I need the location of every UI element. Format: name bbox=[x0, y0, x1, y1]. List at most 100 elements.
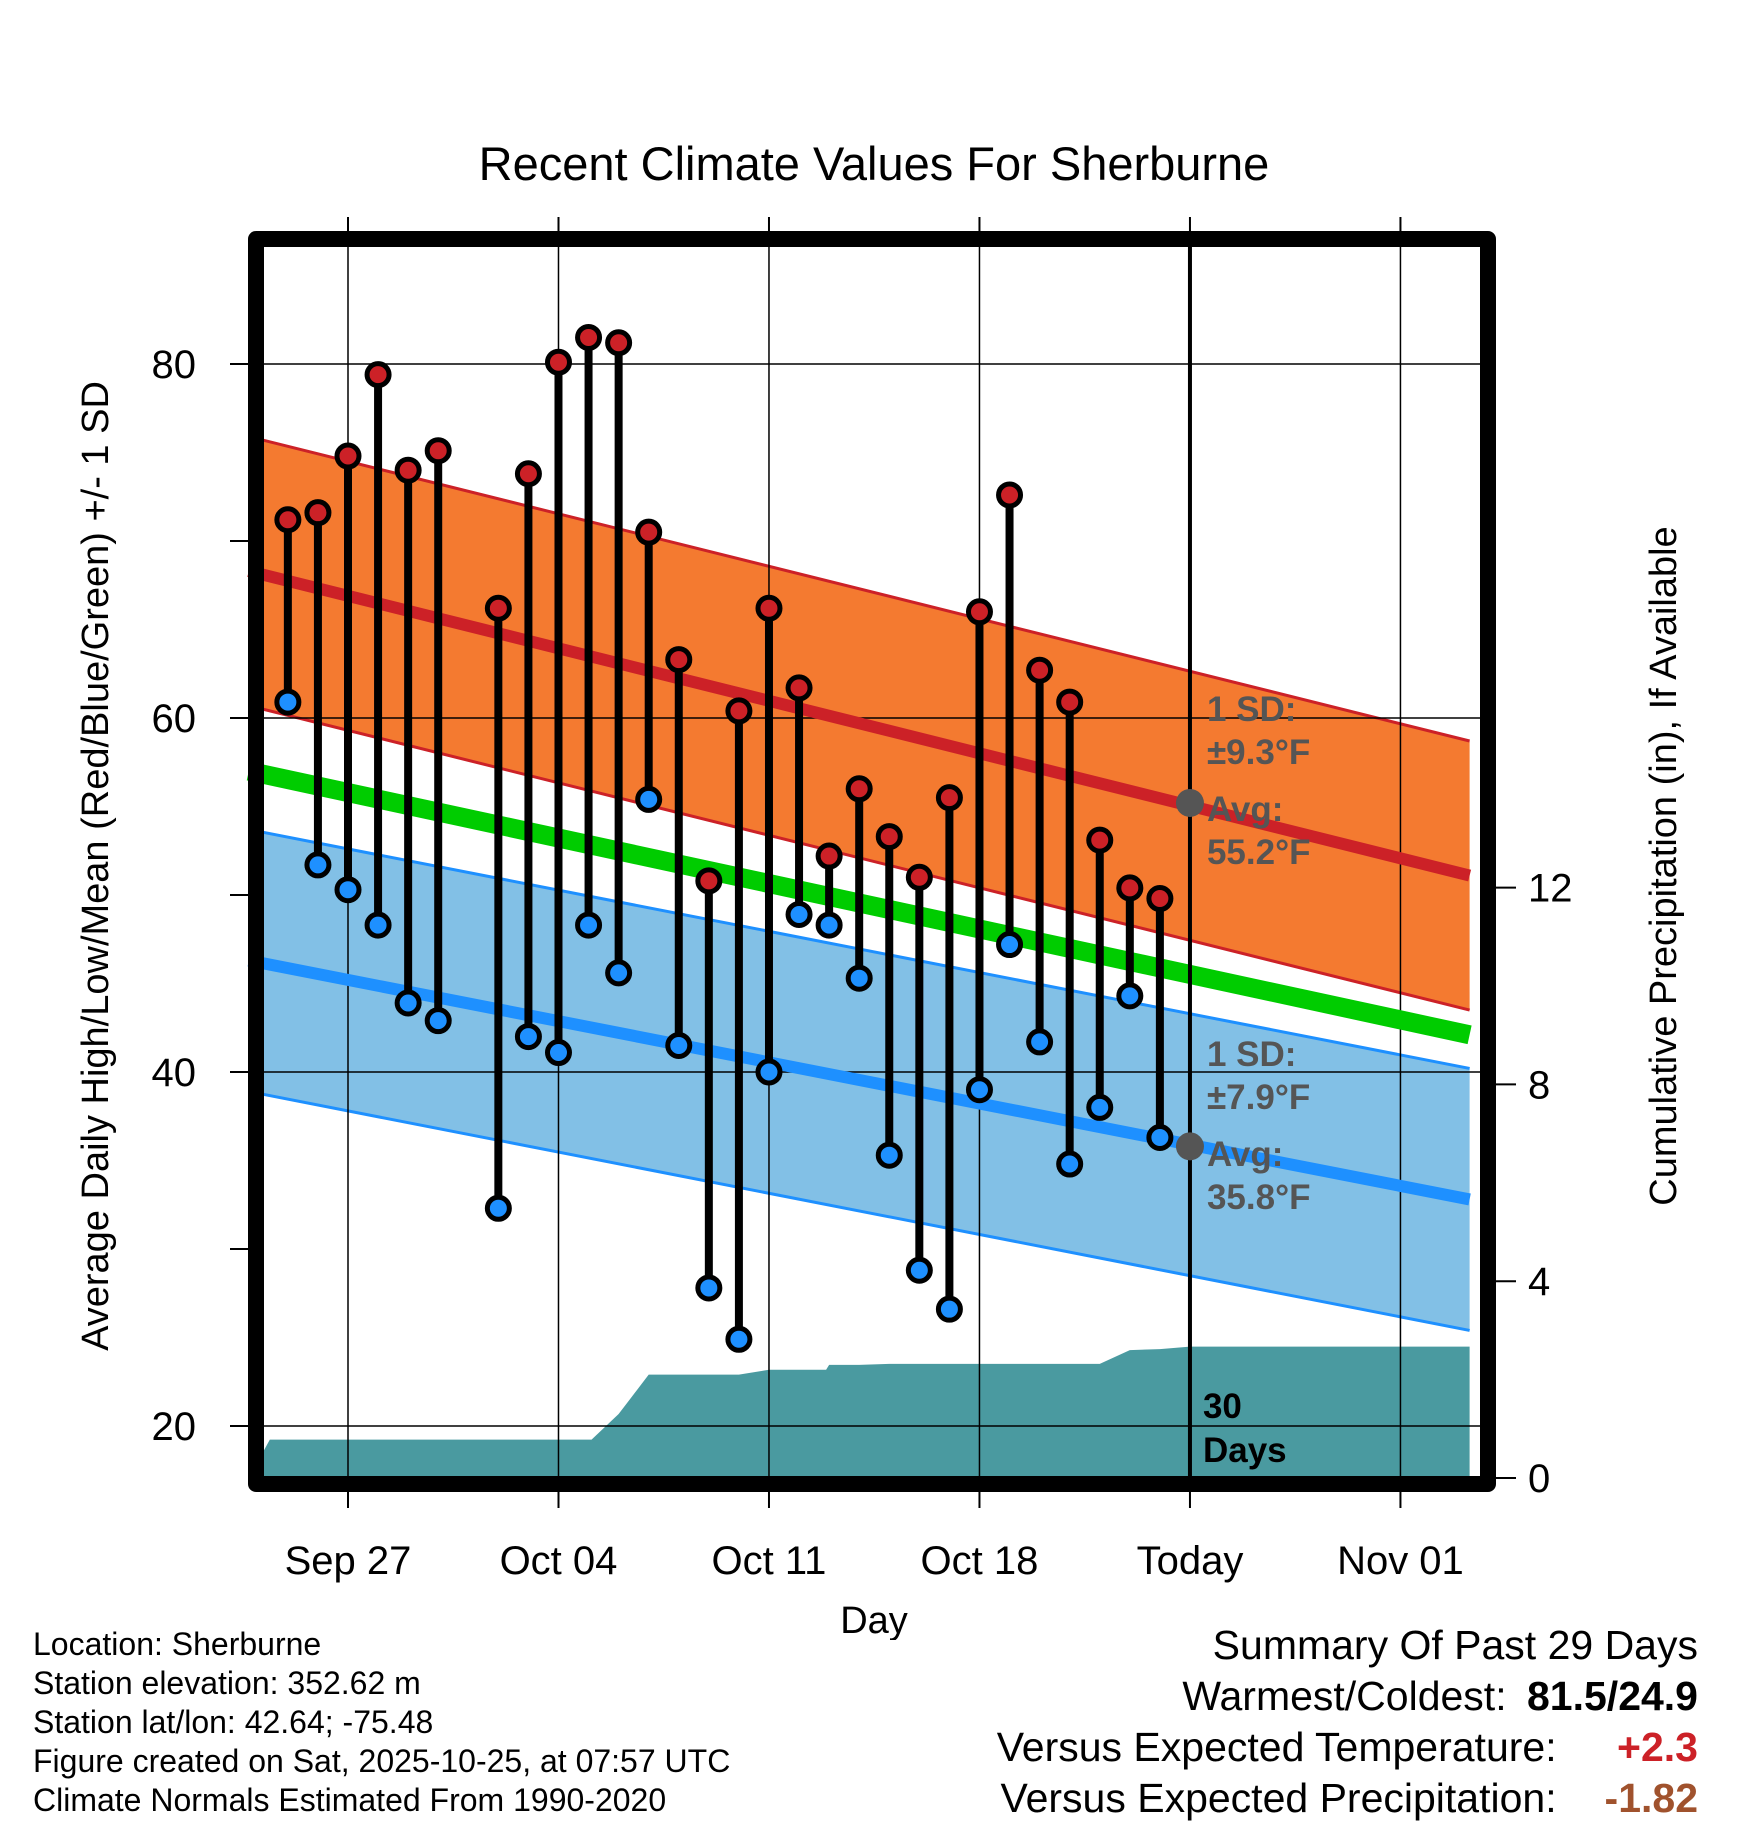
y-axis-label: Average Daily High/Low/Mean (Red/Blue/Gr… bbox=[75, 381, 117, 1351]
normals-text: Climate Normals Estimated From 1990-2020 bbox=[33, 1782, 667, 1818]
period-unit: Days bbox=[1203, 1431, 1287, 1470]
low-dot bbox=[665, 1031, 693, 1059]
high-dot bbox=[905, 863, 933, 891]
low-dot bbox=[605, 959, 633, 987]
x-tick-label: Oct 11 bbox=[712, 1539, 827, 1583]
high-dot bbox=[575, 323, 603, 351]
normal-low-line bbox=[247, 954, 1471, 1206]
low-avg-value: 35.8°F bbox=[1207, 1178, 1311, 1217]
low-dot bbox=[785, 900, 813, 928]
high-dot bbox=[334, 442, 362, 470]
low-dot bbox=[484, 1194, 512, 1222]
high-dot bbox=[935, 784, 963, 812]
today-avg-low-dot bbox=[1175, 1132, 1204, 1161]
normal-high-line bbox=[247, 565, 1472, 882]
low-dot bbox=[1146, 1123, 1174, 1151]
y2-tick-label: 12 bbox=[1528, 867, 1573, 911]
high-dot bbox=[304, 499, 332, 527]
low-dot bbox=[1026, 1028, 1054, 1056]
high-avg-value: 55.2°F bbox=[1207, 833, 1311, 872]
high-sd-band-upper-edge bbox=[248, 435, 1470, 743]
temp-anomaly-value: +2.3 bbox=[1617, 1724, 1698, 1770]
high-dot bbox=[1146, 885, 1174, 913]
latlon-text: Station lat/lon: 42.64; -75.48 bbox=[33, 1704, 434, 1740]
y-tick-label: 80 bbox=[152, 343, 197, 387]
high-dot bbox=[1026, 656, 1054, 684]
y-tick-label: 20 bbox=[152, 1405, 197, 1449]
precipitation-area bbox=[248, 1346, 1470, 1478]
temp-row: Versus Expected Temperature: +2.3 bbox=[997, 1722, 1698, 1773]
summary-panel: Summary Of Past 29 Days Warmest/Coldest:… bbox=[997, 1620, 1698, 1824]
low-dot bbox=[304, 851, 332, 879]
y2-tick-label: 0 bbox=[1528, 1457, 1550, 1501]
low-dot bbox=[575, 911, 603, 939]
plot-frame bbox=[248, 231, 1496, 1492]
low-dot bbox=[424, 1007, 452, 1035]
low-sd-label: 1 SD: bbox=[1207, 1035, 1296, 1074]
high-dot bbox=[484, 594, 512, 622]
cumulative-precip bbox=[248, 1346, 1470, 1478]
high-dot bbox=[996, 481, 1024, 509]
created-text: Figure created on Sat, 2025-10-25, at 07… bbox=[33, 1743, 731, 1779]
low-dot bbox=[875, 1141, 903, 1169]
high-sd-label: 1 SD: bbox=[1207, 690, 1296, 729]
high-dot bbox=[785, 674, 813, 702]
low-dot bbox=[334, 876, 362, 904]
low-dot bbox=[695, 1274, 723, 1302]
low-dot bbox=[274, 688, 302, 716]
low-sd-band-lower-edge bbox=[248, 1089, 1470, 1332]
low-dot bbox=[725, 1325, 753, 1353]
high-dot bbox=[605, 329, 633, 357]
high-dot bbox=[424, 437, 452, 465]
high-sd-value: ±9.3°F bbox=[1207, 733, 1310, 772]
low-dot bbox=[544, 1039, 572, 1067]
low-dot bbox=[394, 989, 422, 1017]
x-tick-label: Nov 01 bbox=[1337, 1539, 1464, 1583]
low-dot bbox=[1116, 982, 1144, 1010]
low-dot bbox=[1086, 1093, 1114, 1121]
summary-heading: Summary Of Past 29 Days bbox=[1212, 1622, 1698, 1668]
station-metadata: Location: Sherburne Station elevation: 3… bbox=[33, 1625, 730, 1820]
warm-cold-value: 81.5/24.9 bbox=[1527, 1673, 1698, 1719]
high-dot bbox=[274, 506, 302, 534]
y2-axis-label: Cumulative Precipitation (in), If Availa… bbox=[1643, 526, 1685, 1205]
high-dot bbox=[364, 361, 392, 389]
low-dot bbox=[815, 911, 843, 939]
precip-label: Versus Expected Precipitation: bbox=[1000, 1775, 1557, 1821]
chart-title: Recent Climate Values For Sherburne bbox=[479, 137, 1270, 190]
warm-cold-label: Warmest/Coldest: bbox=[1182, 1673, 1507, 1719]
high-dot bbox=[514, 460, 542, 488]
precip-anomaly-value: -1.82 bbox=[1604, 1775, 1698, 1821]
low-dot bbox=[1056, 1150, 1084, 1178]
high-dot bbox=[1086, 826, 1114, 854]
y2-tick-label: 8 bbox=[1528, 1063, 1550, 1107]
low-dot bbox=[935, 1295, 963, 1323]
daily-dots bbox=[274, 323, 1174, 1353]
low-dot bbox=[514, 1023, 542, 1051]
high-dot bbox=[845, 775, 873, 803]
high-dot bbox=[1116, 874, 1144, 902]
precip-row: Versus Expected Precipitation: -1.82 bbox=[997, 1773, 1699, 1824]
high-dot bbox=[965, 598, 993, 626]
x-tick-label: Oct 04 bbox=[500, 1539, 618, 1583]
frame-border bbox=[248, 231, 1496, 1492]
low-dot bbox=[364, 911, 392, 939]
period-number: 30 bbox=[1203, 1387, 1242, 1426]
x-tick-label: Oct 18 bbox=[921, 1539, 1039, 1583]
high-dot bbox=[755, 594, 783, 622]
y-tick-label: 40 bbox=[152, 1051, 197, 1095]
x-tick-label: Today bbox=[1137, 1539, 1244, 1583]
annotations: 1 SD: ±9.3°F Avg: 55.2°F 1 SD: ±7.9°F Avg: 35.8… bbox=[1175, 690, 1311, 1470]
temp-label: Versus Expected Temperature: bbox=[996, 1724, 1557, 1770]
climate-chart: 1 SD: ±9.3°F Avg: 55.2°F 1 SD: ±7.9°F Avg: 35.8… bbox=[75, 137, 1685, 1640]
location-text: Location: Sherburne bbox=[33, 1626, 322, 1662]
high-dot bbox=[544, 348, 572, 376]
low-dot bbox=[845, 964, 873, 992]
high-dot bbox=[875, 823, 903, 851]
low-dot bbox=[755, 1058, 783, 1086]
x-tick-label: Sep 27 bbox=[285, 1539, 412, 1583]
high-dot bbox=[394, 456, 422, 484]
high-avg-label: Avg: bbox=[1207, 790, 1283, 829]
warm-cold-row: Warmest/Coldest: 81.5/24.9 bbox=[997, 1671, 1698, 1722]
high-dot bbox=[725, 697, 753, 725]
